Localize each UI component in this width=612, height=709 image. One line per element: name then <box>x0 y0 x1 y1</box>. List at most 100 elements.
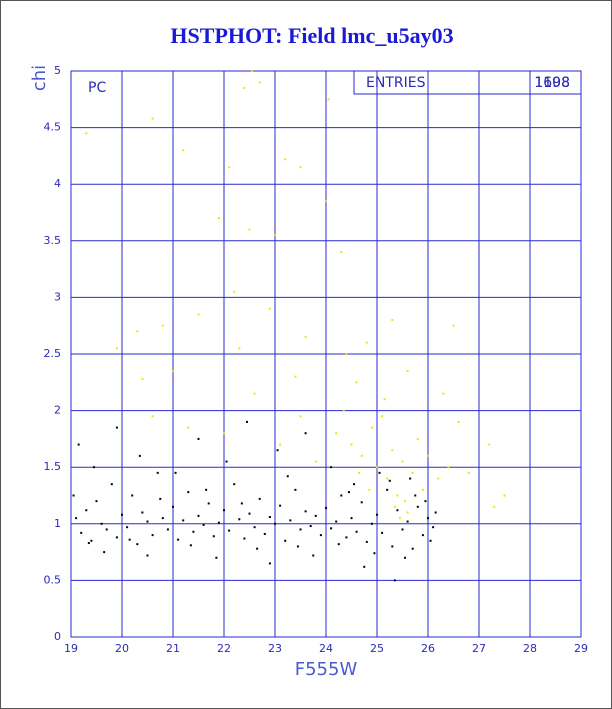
point <box>284 158 287 161</box>
point <box>434 511 437 514</box>
point <box>240 502 243 505</box>
y-tick-label: 4 <box>54 177 61 190</box>
point <box>429 539 432 542</box>
point <box>396 494 399 497</box>
point <box>110 483 113 486</box>
x-tick-label: 27 <box>472 642 486 655</box>
point <box>174 471 177 474</box>
y-tick-label: 0 <box>54 630 61 643</box>
point <box>411 547 414 550</box>
point <box>151 117 154 120</box>
point <box>90 539 93 542</box>
point <box>187 491 190 494</box>
chart-title: HSTPHOT: Field lmc_u5ay03 <box>170 23 453 48</box>
point <box>406 520 409 523</box>
point <box>243 86 246 89</box>
plot-frame <box>70 70 582 638</box>
point <box>136 543 139 546</box>
point <box>161 324 164 327</box>
point <box>205 488 208 491</box>
point <box>253 526 256 529</box>
point <box>80 531 83 534</box>
point <box>187 426 190 429</box>
point <box>284 539 287 542</box>
point <box>350 443 353 446</box>
point <box>421 488 424 491</box>
y-axis-label: chi <box>29 65 50 91</box>
point <box>488 443 491 446</box>
point <box>85 132 88 135</box>
point <box>141 511 144 514</box>
point <box>182 519 185 522</box>
x-tick-label: 28 <box>523 642 537 655</box>
point <box>404 500 407 503</box>
x-tick-label: 23 <box>268 642 282 655</box>
point <box>75 517 78 520</box>
point <box>223 432 225 435</box>
point <box>87 542 90 545</box>
point <box>340 494 343 497</box>
point <box>411 471 414 474</box>
point <box>77 443 80 446</box>
point <box>72 494 75 497</box>
point <box>312 554 315 557</box>
point <box>172 369 174 372</box>
point <box>197 514 200 517</box>
point <box>243 537 246 540</box>
point <box>268 516 271 519</box>
point <box>296 545 299 548</box>
point <box>115 347 118 350</box>
point <box>258 81 261 84</box>
point <box>398 517 401 520</box>
y-tick-label: 1 <box>54 517 61 530</box>
point <box>256 547 259 550</box>
point <box>304 510 307 513</box>
point <box>258 497 261 500</box>
x-tick-label: 19 <box>64 642 78 655</box>
point <box>414 494 417 497</box>
point <box>360 501 363 504</box>
point <box>442 392 445 395</box>
point <box>447 466 450 469</box>
point <box>202 523 205 526</box>
point <box>309 525 312 528</box>
point <box>151 534 154 537</box>
y-tick-label: 4.5 <box>44 121 62 134</box>
point <box>197 313 200 316</box>
point <box>253 392 256 395</box>
point <box>126 526 129 529</box>
point <box>151 415 154 418</box>
point <box>386 488 389 491</box>
point <box>381 415 384 418</box>
point <box>103 551 106 554</box>
stats-value: 1198 <box>534 75 570 91</box>
point <box>340 251 343 254</box>
point <box>335 520 338 523</box>
point <box>238 518 241 521</box>
point <box>294 375 297 378</box>
point <box>327 98 330 101</box>
point <box>457 420 460 423</box>
point <box>358 471 361 474</box>
point <box>325 506 327 509</box>
y-tick-label: 2 <box>54 404 61 417</box>
point <box>396 509 399 512</box>
point <box>128 538 131 541</box>
point <box>401 460 404 463</box>
point <box>378 471 381 474</box>
point <box>393 579 396 582</box>
point <box>92 466 95 469</box>
x-tick-label: 29 <box>574 642 588 655</box>
y-tick-label: 2.5 <box>44 347 62 360</box>
point <box>391 545 394 548</box>
y-tick-label: 3.5 <box>44 234 62 247</box>
point <box>347 491 350 494</box>
point <box>279 504 282 507</box>
point <box>159 497 162 500</box>
point <box>404 556 407 559</box>
point <box>276 449 279 452</box>
point <box>345 353 348 355</box>
point <box>503 494 506 497</box>
point <box>215 556 218 559</box>
